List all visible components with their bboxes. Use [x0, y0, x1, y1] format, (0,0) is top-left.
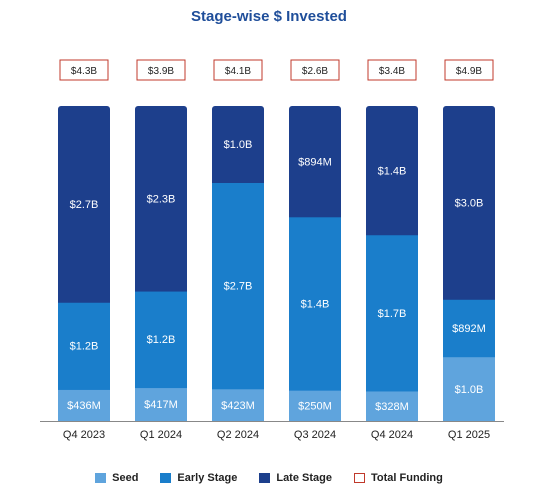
data-label-seed-q4-2024: $328M: [375, 401, 409, 413]
total-funding-box-q1-2025: [444, 59, 494, 81]
total-funding-label-q2-2024: $4.1B: [225, 66, 251, 77]
data-label-early-stage-q1-2025: $892M: [452, 323, 486, 335]
bar-late-stage-q4-2023: [58, 106, 110, 303]
legend-label-seed: Seed: [112, 472, 139, 484]
bar-late-stage-q1-2025: [443, 106, 495, 300]
data-label-early-stage-q2-2024: $2.7B: [224, 281, 253, 293]
data-label-seed-q1-2025: $1.0B: [455, 384, 484, 396]
bar-early-stage-q4-2023: [58, 302, 110, 390]
bar-early-stage-q1-2024: [135, 290, 187, 389]
x-tick-label-q4-2024: Q4 2024: [371, 429, 413, 441]
total-funding-box-q4-2023: [59, 59, 109, 81]
total-funding-box-q4-2024: [367, 59, 417, 81]
bar-seed-q4-2023: [58, 389, 110, 422]
total-funding-box-q3-2024: [290, 59, 340, 81]
chart-legend: Seed Early Stage Late Stage Total Fundin…: [0, 472, 538, 484]
legend-item-early-stage: Early Stage: [160, 472, 237, 484]
data-label-late-stage-q2-2024: $1.0B: [224, 139, 253, 151]
x-tick-label-q4-2023: Q4 2023: [63, 429, 105, 441]
x-tick-label-q2-2024: Q2 2024: [217, 429, 259, 441]
bar-seed-q3-2024: [289, 390, 341, 422]
x-tick-label-q3-2024: Q3 2024: [294, 429, 336, 441]
total-funding-label-q4-2024: $3.4B: [379, 66, 405, 77]
total-funding-box-q1-2024: [136, 59, 186, 81]
bar-late-stage-q4-2024: [366, 106, 418, 236]
legend-item-late-stage: Late Stage: [259, 472, 332, 484]
bar-seed-q1-2025: [443, 356, 495, 422]
data-label-late-stage-q4-2023: $2.7B: [70, 199, 99, 211]
bar-late-stage-q2-2024: [212, 106, 264, 184]
bar-late-stage-q1-2024: [135, 106, 187, 292]
data-label-seed-q2-2024: $423M: [221, 400, 255, 412]
total-funding-label-q1-2024: $3.9B: [148, 66, 174, 77]
bar-late-stage-q3-2024: [289, 106, 341, 218]
total-funding-label-q1-2025: $4.9B: [456, 66, 482, 77]
bar-seed-q1-2024: [135, 387, 187, 422]
x-tick-label-q1-2025: Q1 2025: [448, 429, 490, 441]
legend-swatch-seed: [95, 473, 107, 483]
legend-swatch-total-funding: [353, 473, 365, 483]
legend-item-total-funding: Total Funding: [353, 472, 443, 484]
data-label-seed-q1-2024: $417M: [144, 399, 178, 411]
data-label-seed-q4-2023: $436M: [67, 400, 101, 412]
data-label-early-stage-q4-2023: $1.2B: [70, 341, 99, 353]
data-label-late-stage-q4-2024: $1.4B: [378, 165, 407, 177]
data-label-late-stage-q1-2025: $3.0B: [455, 198, 484, 210]
data-label-late-stage-q1-2024: $2.3B: [147, 193, 176, 205]
bar-seed-q2-2024: [212, 388, 264, 422]
legend-label-late-stage: Late Stage: [276, 472, 332, 484]
legend-swatch-late-stage: [259, 473, 271, 483]
x-tick-label-q1-2024: Q1 2024: [140, 429, 182, 441]
bar-early-stage-q2-2024: [212, 182, 264, 390]
bar-seed-q4-2024: [366, 390, 418, 422]
data-label-early-stage-q4-2024: $1.7B: [378, 308, 407, 320]
total-funding-box-q2-2024: [213, 59, 263, 81]
legend-item-seed: Seed: [95, 472, 138, 484]
legend-swatch-early-stage: [160, 473, 172, 483]
bar-early-stage-q4-2024: [366, 234, 418, 392]
total-funding-label-q3-2024: $2.6B: [302, 66, 328, 77]
legend-label-early-stage: Early Stage: [177, 472, 238, 484]
data-label-seed-q3-2024: $250M: [298, 401, 332, 413]
total-funding-label-q4-2023: $4.3B: [71, 66, 97, 77]
legend-label-total-funding: Total Funding: [370, 472, 443, 484]
bar-early-stage-q3-2024: [289, 216, 341, 391]
chart-title: Stage-wise $ Invested: [191, 8, 347, 25]
data-label-early-stage-q1-2024: $1.2B: [147, 334, 176, 346]
bar-early-stage-q1-2025: [443, 299, 495, 358]
data-label-early-stage-q3-2024: $1.4B: [301, 298, 330, 310]
data-label-late-stage-q3-2024: $894M: [298, 156, 332, 168]
